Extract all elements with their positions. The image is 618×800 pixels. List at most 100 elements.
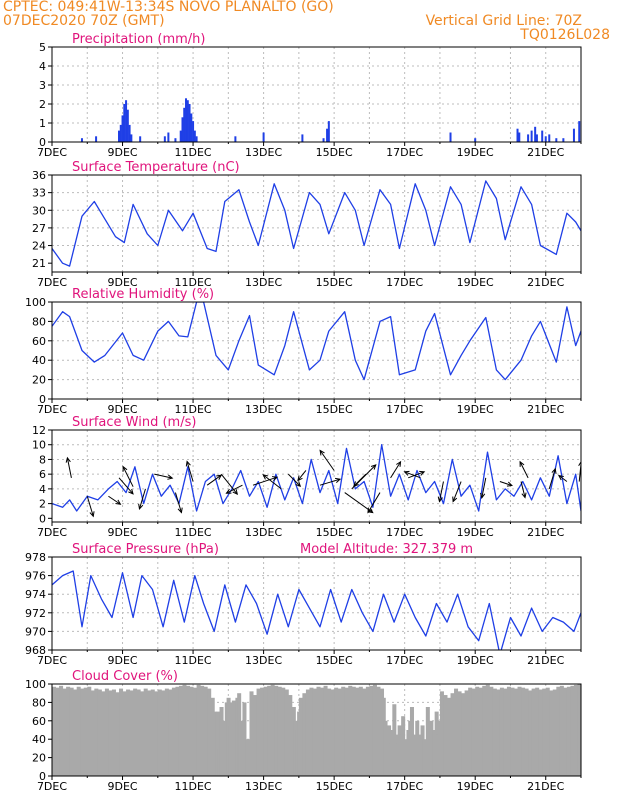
precip-bar	[80, 138, 83, 142]
y-tick-label: 12	[32, 424, 46, 437]
y-tick-label: 0	[39, 393, 46, 406]
precip-bar	[123, 104, 126, 142]
cloud-bar	[559, 685, 564, 776]
cloud-bar	[528, 690, 533, 776]
x-tick-label: 17DEC	[386, 780, 423, 793]
precip-bar	[572, 128, 575, 142]
grid-note: Vertical Grid Line: 70Z	[425, 13, 582, 29]
cloud-bar	[94, 688, 99, 776]
x-tick-label: 11DEC	[175, 654, 212, 667]
wind-arrow	[138, 488, 146, 510]
cloud-bar	[348, 685, 353, 776]
wind-arrow-head	[65, 456, 71, 463]
precip-bar	[192, 121, 195, 142]
wind-arrow-head	[297, 475, 303, 482]
wind-arrow	[520, 481, 526, 498]
wind-arrow	[404, 471, 421, 479]
wind-arrow-head	[480, 492, 486, 499]
cloud-bar	[482, 685, 487, 776]
wind-arrow-head	[216, 474, 223, 480]
cloud-bar	[358, 686, 363, 776]
y-tick-label: 4	[39, 483, 46, 496]
y-tick-label: 100	[25, 296, 46, 309]
y-tick-label: 0	[39, 512, 46, 525]
x-tick-label: 13DEC	[245, 654, 282, 667]
precip-bar	[95, 136, 98, 142]
y-tick-label: 60	[32, 335, 46, 348]
plot-area	[52, 180, 581, 267]
wind-arrow-head	[115, 499, 122, 505]
precip-bar	[163, 136, 166, 142]
x-tick-label: 21DEC	[527, 276, 564, 289]
wind-arrow	[174, 492, 182, 513]
wind-arrow-head	[295, 481, 302, 487]
y-tick-label: 0	[39, 136, 46, 149]
x-tick-label: 11DEC	[175, 403, 212, 416]
precip-bar	[518, 132, 521, 142]
wind-arrow	[297, 470, 307, 481]
cloud-bar	[270, 684, 275, 776]
cloud-bar	[157, 689, 162, 776]
wind-arrow-head	[89, 511, 95, 518]
cloud-bar	[510, 687, 515, 776]
x-tick-label: 17DEC	[386, 654, 423, 667]
precip-bar	[322, 138, 325, 142]
cloud-bar	[238, 720, 243, 776]
wind-arrow-head	[519, 460, 525, 467]
cloud-bar	[492, 688, 497, 776]
cloud-bar	[461, 693, 466, 776]
y-tick-label: 100	[25, 678, 46, 691]
cloud-bar	[104, 688, 109, 776]
cloud-bar	[189, 686, 194, 776]
panel-4: 02 4 6 810 12 7DEC 9DEC 11DEC 13DEC 15DEC 17DEC 19D…	[32, 415, 582, 539]
x-tick-label: 11DEC	[175, 780, 212, 793]
wind-arrow-head	[271, 476, 279, 482]
y-tick-label: 33	[32, 187, 46, 200]
wind-arrow-head	[138, 503, 144, 510]
cloud-bar	[171, 687, 176, 776]
precip-bar	[185, 98, 188, 142]
plot-frame	[51, 174, 582, 273]
cloud-bar	[161, 690, 166, 776]
wind-arrow-head	[557, 474, 564, 481]
cloud-bar	[496, 689, 501, 776]
cloud-bar	[200, 685, 205, 776]
plot-frame	[51, 46, 582, 143]
wind-arrow	[452, 481, 462, 502]
wind-arrow-head	[367, 507, 373, 514]
cloud-bar	[186, 685, 191, 776]
precip-bar	[530, 130, 533, 142]
cloud-bar	[563, 687, 568, 776]
precip-bar	[555, 138, 558, 142]
cloud-bar	[376, 686, 381, 776]
cloud-bar	[150, 689, 155, 776]
cloud-bar	[320, 687, 325, 776]
x-tick-label: 13DEC	[245, 146, 282, 159]
cloud-bar	[570, 685, 575, 776]
cloud-bar	[143, 688, 148, 776]
wind-arrow-head	[335, 477, 342, 483]
panel-6: 0 20 40 60 80 100 7DEC 9DEC 11DEC 13DEC 15DEC 17DEC…	[25, 669, 582, 793]
cloud-bar	[168, 689, 173, 776]
y-tick-label: 1	[39, 117, 46, 130]
y-tick-label: 40	[32, 733, 46, 746]
cloud-bar	[535, 687, 540, 776]
x-tick-label: 11DEC	[175, 146, 212, 159]
y-tick-label: 10	[32, 439, 46, 452]
y-tick-label: 8	[39, 453, 46, 466]
cloud-bar	[97, 689, 102, 776]
precip-bar	[174, 138, 177, 142]
x-tick-label: 7DEC	[37, 780, 67, 793]
plot-area	[52, 684, 581, 776]
x-tick-label: 15DEC	[316, 526, 353, 539]
x-tick-label: 7DEC	[37, 276, 67, 289]
y-tick-label: 968	[25, 644, 46, 657]
x-tick-label: 15DEC	[316, 780, 353, 793]
x-tick-label: 19DEC	[457, 654, 494, 667]
precip-bar	[121, 115, 124, 142]
wind-arrow	[122, 466, 134, 487]
cloud-bar	[178, 685, 183, 776]
x-tick-label: 9DEC	[107, 526, 137, 539]
y-tick-label: 0	[39, 770, 46, 783]
precip-bar	[544, 136, 547, 142]
